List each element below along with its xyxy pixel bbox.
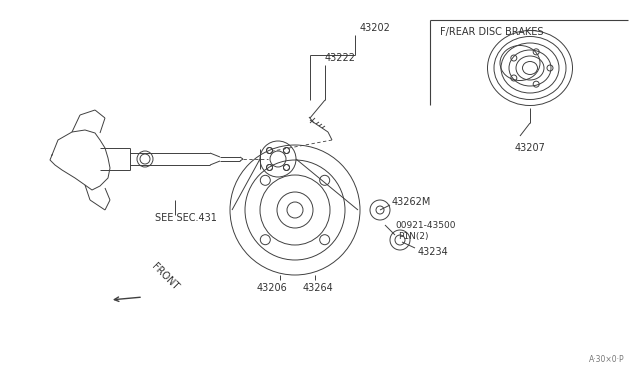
Text: P1N(2): P1N(2) (398, 232, 429, 241)
Text: 43202: 43202 (360, 23, 391, 33)
Text: A·30×0·P: A·30×0·P (589, 356, 625, 365)
Text: 43234: 43234 (418, 247, 449, 257)
Text: 00921-43500: 00921-43500 (395, 221, 456, 230)
Text: 43207: 43207 (515, 143, 545, 153)
Text: 43206: 43206 (257, 283, 287, 293)
Text: 43262M: 43262M (392, 197, 431, 207)
Text: F/REAR DISC BRAKES: F/REAR DISC BRAKES (440, 27, 543, 37)
Text: 43264: 43264 (303, 283, 333, 293)
Text: FRONT: FRONT (150, 262, 180, 292)
Text: 43222: 43222 (325, 53, 356, 63)
Text: SEE SEC.431: SEE SEC.431 (155, 213, 217, 223)
